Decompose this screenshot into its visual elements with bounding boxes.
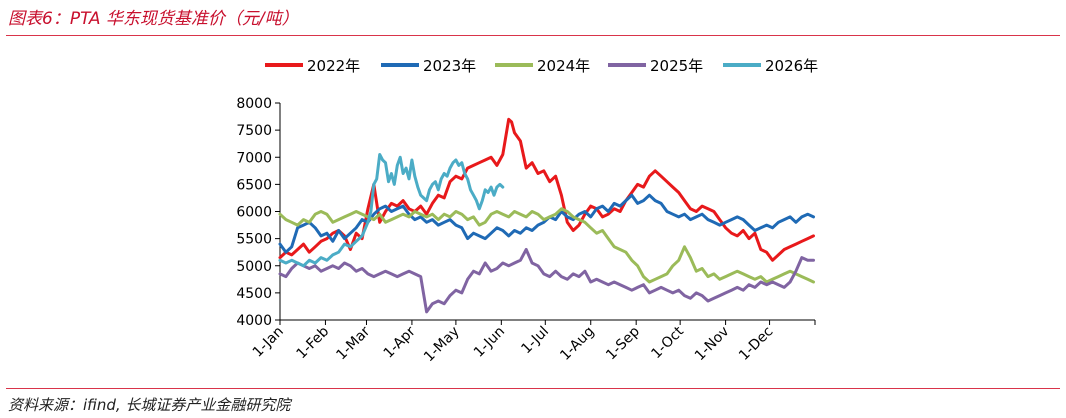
source-divider	[6, 388, 1060, 389]
x-axis: 1-Jan 1-Feb 1-Mar 1-Apr 1-May 1-Jun 1-Jul 1-Aug…	[250, 319, 816, 366]
x-tick-label: 1-Nov	[692, 324, 733, 365]
chart-title: 图表6：PTA 华东现货基准价（元/吨）	[8, 9, 299, 29]
legend-label-4: 2025年	[650, 57, 703, 75]
y-tick-label: 5000	[236, 259, 272, 275]
x-tick-label: 1-Aug	[557, 324, 597, 364]
y-tick-label: 7500	[236, 123, 272, 139]
x-tick-label: 1-Dec	[736, 324, 776, 364]
series-line-1	[278, 117, 815, 262]
x-tick-label: 1-Sep	[603, 323, 643, 363]
y-axis: 4000 4500 5000 5500 6000 6500 7000 7500 8000	[236, 96, 281, 329]
y-tick-label: 7000	[236, 150, 272, 166]
series-line-5	[278, 153, 505, 268]
series-line-2	[278, 193, 815, 254]
x-tick-label: 1-Apr	[381, 323, 419, 361]
y-tick-label: 8000	[236, 96, 272, 112]
legend-label-3: 2024年	[537, 57, 590, 75]
source-note: 资料来源：ifind, 长城证券产业金融研究院	[8, 396, 291, 414]
y-tick-label: 6000	[236, 205, 272, 221]
legend-label-2: 2023年	[423, 57, 476, 75]
y-tick-label: 5500	[236, 232, 272, 248]
x-tick-label: 1-Jan	[250, 324, 287, 361]
y-tick-label: 6500	[236, 177, 272, 193]
series-line-4	[278, 248, 815, 314]
x-tick-label: 1-Mar	[333, 323, 373, 363]
legend-label-5: 2026年	[765, 57, 818, 75]
y-tick-label: 4000	[236, 313, 272, 329]
y-tick-label: 4500	[236, 286, 272, 302]
x-tick-label: 1-May	[421, 324, 463, 366]
legend-label-1: 2022年	[307, 57, 360, 75]
x-tick-label: 1-Jun	[471, 324, 508, 361]
title-divider	[6, 35, 1060, 36]
x-tick-label: 1-Feb	[294, 323, 333, 362]
x-tick-label: 1-Oct	[648, 323, 687, 362]
x-tick-label: 1-Jul	[518, 324, 552, 358]
legend: 2022年 2023年 2024年 2025年 2026年	[265, 57, 818, 75]
series-group	[278, 117, 815, 314]
